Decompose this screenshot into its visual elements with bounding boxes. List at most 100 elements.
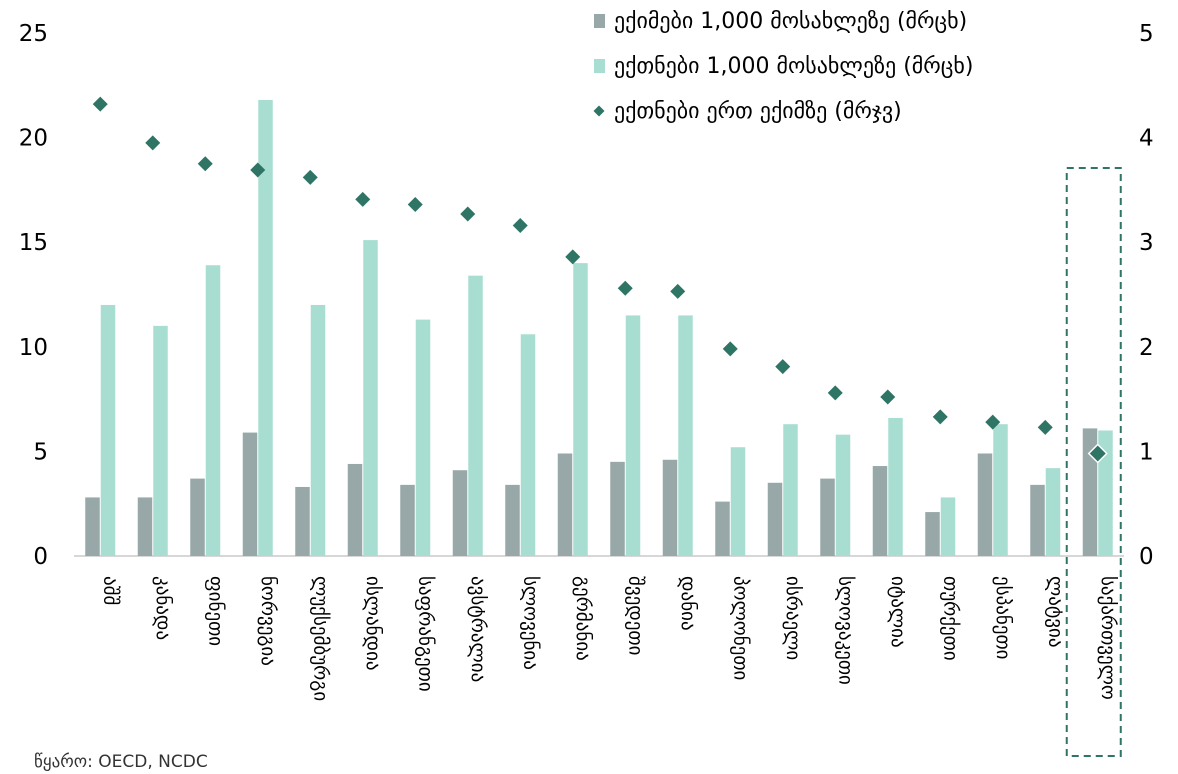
bar-nurses [835,434,851,556]
y-right-tick-label: 0 [1139,544,1154,570]
bar-doctors [347,463,363,556]
bar-doctors [925,512,940,556]
bar-doctors [1030,484,1045,556]
y-left-tick-label: 20 [19,126,48,152]
y-left-tick-label: 10 [19,335,48,361]
bar-doctors [715,501,730,556]
bar-nurses [205,265,221,556]
category-label: სლოვაკეთი [834,576,856,685]
bar-doctors [662,459,678,556]
category-label: ავსტრალია [467,576,489,682]
bar-doctors [295,486,310,556]
y-left-tick-label: 15 [19,230,48,256]
bar-nurses [468,275,483,556]
bar-doctors [505,484,520,556]
bar-nurses [415,319,431,556]
ratio-marker [827,385,843,401]
y-right-tick-label: 4 [1139,126,1154,152]
ratio-marker [512,217,528,233]
ratio-marker [617,280,633,296]
legend-label: ექიმები 1,000 მოსახლეზე (მრცხ) [614,9,967,34]
y-right-tick-label: 1 [1139,439,1154,465]
bar-doctors [820,478,835,556]
highlight-box [1065,167,1122,757]
category-label: ესპანეთი [992,576,1014,660]
bar-doctors [242,432,258,556]
bar-doctors [400,484,415,556]
bar-nurses [258,99,273,556]
bar-nurses [783,424,798,556]
ratio-marker [670,283,686,299]
category-label: ფინეთი [204,576,226,646]
ratio-marker [355,191,371,207]
bar-nurses [1098,430,1113,556]
category-label: შვედეთი [624,576,646,655]
bar-nurses [940,497,956,556]
ratio-marker [565,249,581,265]
ratio-marker [1037,419,1053,435]
bar-doctors [872,466,888,556]
source-note: წყარო: OECD, NCDC [34,752,208,772]
category-label: თურქეთი [939,576,961,661]
category-label: საქართველო [1097,576,1119,700]
bar-nurses [678,315,693,556]
y-left-tick-label: 5 [33,439,48,465]
bar-doctors [557,453,573,556]
ratio-marker [775,359,791,375]
bar-nurses [1045,468,1061,556]
bar-doctors [610,461,625,556]
category-label: ნორვეგია [257,576,279,666]
category-label: პოლონეთი [729,576,751,680]
y-right-tick-label: 3 [1139,230,1154,256]
ratio-marker [880,389,896,405]
bar-doctors [452,470,468,556]
bar-nurses [993,424,1008,556]
legend-label: ექთნები ერთ ექიმზე (მრჯვ) [614,99,902,124]
category-label: ლუქსემბურგი [309,576,331,701]
bar-nurses [363,240,378,556]
category-label: აშშ [99,576,121,605]
y-left-tick-label: 0 [33,544,48,570]
bar-nurses [520,334,536,556]
ratio-marker [985,414,1001,430]
legend-swatch [594,59,605,73]
bar-doctors [977,453,993,556]
category-label: იტალია [887,576,909,648]
ratio-marker [92,96,108,112]
ratio-marker [250,162,266,178]
bar-doctors [1082,428,1098,556]
category-label: გერმანია [572,576,594,661]
category-label: საფრანგეთი [414,576,436,692]
ratio-marker [722,341,738,357]
bar-nurses [100,304,116,556]
bar-nurses [888,417,903,556]
ratio-marker [145,135,161,151]
category-label: კანადა [152,576,174,640]
category-label: სლოვენია [519,576,541,670]
legend-label: ექთნები 1,000 მოსახლეზე (მრცხ) [614,54,973,79]
ratio-marker [460,206,476,222]
bar-doctors [85,497,100,556]
category-label: დანია [677,576,699,631]
y-right-tick-label: 5 [1139,21,1154,47]
y-right-tick-label: 2 [1139,335,1154,361]
ratio-marker [932,409,948,425]
category-label: ისლანდია [362,576,384,671]
bar-nurses [310,304,326,556]
legend-swatch [594,14,605,28]
bar-doctors [767,482,783,556]
bar-nurses [625,315,641,556]
ratio-marker [1087,443,1108,464]
category-label: ისრაელი [782,576,804,660]
y-left-tick-label: 25 [19,21,48,47]
bar-nurses [573,263,588,556]
ratio-marker [302,169,318,185]
bar-nurses [730,447,746,556]
category-label: ლატვია [1044,576,1066,648]
bar-doctors [190,478,205,556]
bar-doctors [137,497,153,556]
ratio-marker [407,197,423,213]
legend-swatch [593,105,605,117]
